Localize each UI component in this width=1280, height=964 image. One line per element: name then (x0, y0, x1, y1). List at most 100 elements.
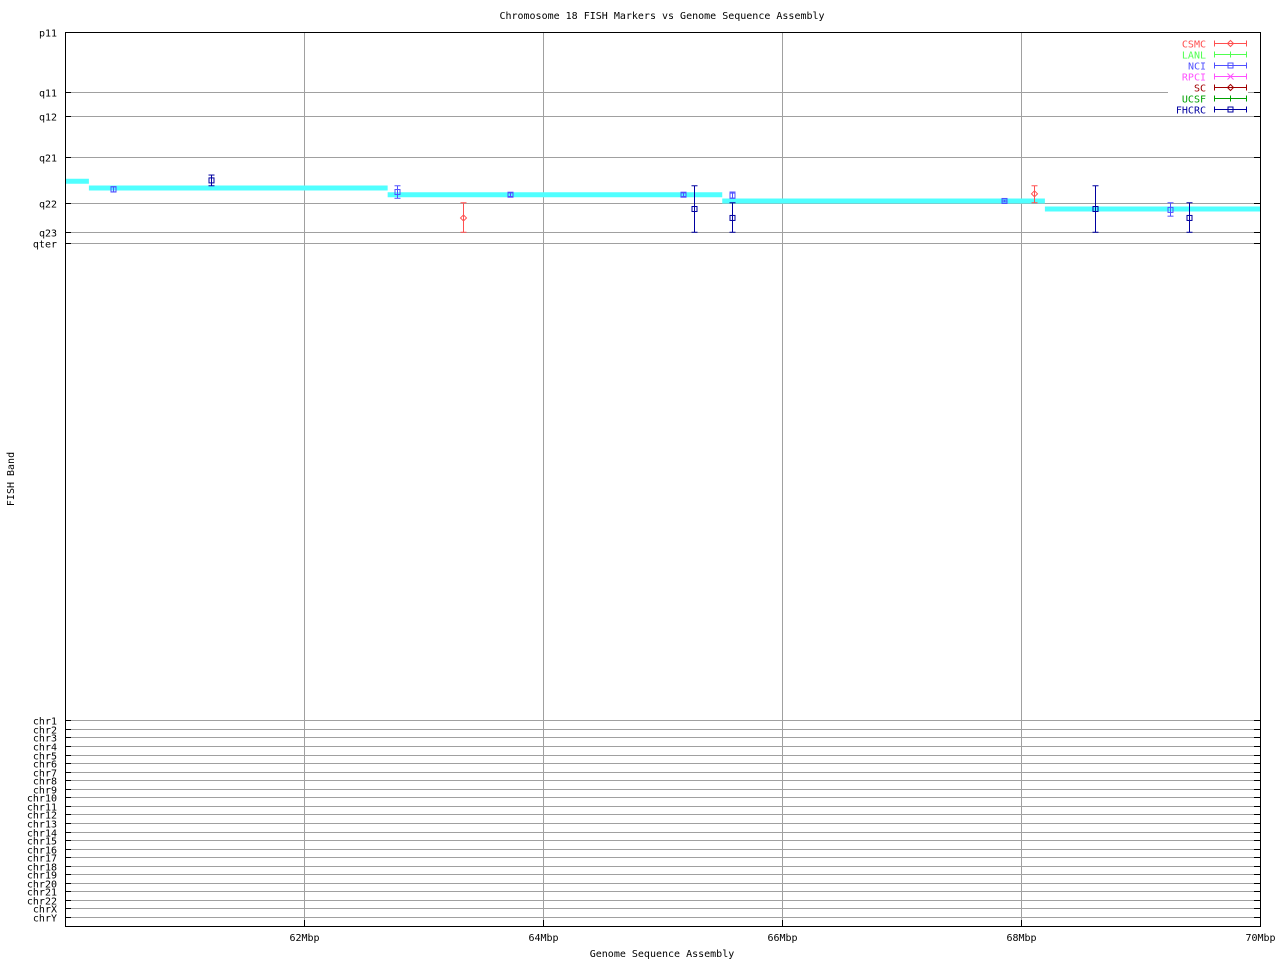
data-point-nci (1001, 197, 1008, 204)
legend-label: NCI (1188, 62, 1206, 73)
data-point-csmc (459, 202, 468, 233)
diamond-marker (459, 214, 468, 222)
y-tick-label: chr17 (27, 854, 57, 865)
legend-label: CSMC (1182, 40, 1206, 51)
data-point-nci (729, 191, 736, 199)
data-point-nci (394, 185, 401, 199)
legend-bg (1168, 60, 1248, 72)
legend-bg (1168, 93, 1248, 105)
y-tick-label: chr10 (27, 794, 57, 805)
y-tick-label: chr15 (27, 837, 57, 848)
square-marker (110, 186, 117, 193)
y-tick-label: chr16 (27, 846, 57, 857)
data-point-nci (110, 186, 117, 193)
legend-label: UCSF (1182, 95, 1206, 106)
x-tick-label: 66Mbp (767, 933, 797, 944)
square-marker (1186, 214, 1193, 221)
x-tick-label: 70Mbp (1245, 933, 1275, 944)
legend-item-fhcrc: FHCRC (1168, 104, 1248, 117)
y-tick-label: chr5 (33, 752, 57, 763)
square-marker (394, 189, 401, 196)
data-point-fhcrc (1186, 202, 1193, 233)
legend-item-rpci: RPCI (1168, 71, 1248, 84)
y-tick-label: chr13 (27, 820, 57, 831)
y-tick-label: chrY (33, 914, 57, 925)
data-point-fhcrc (208, 174, 215, 187)
square-marker (1227, 62, 1234, 69)
y-tick-label: chr8 (33, 777, 57, 788)
legend-item-lanl: LANL (1168, 49, 1248, 62)
diamond-marker (1226, 39, 1235, 48)
x-axis-label: Genome Sequence Assembly (590, 949, 735, 960)
cross-marker (1227, 73, 1234, 80)
data-point-csmc (1030, 185, 1039, 204)
y-tick-label: chrX (33, 905, 57, 916)
plot-marks (65, 174, 1260, 233)
y-tick-label: chr6 (33, 760, 57, 771)
x-tick-label: 64Mbp (528, 933, 558, 944)
legend-item-csmc: CSMC (1168, 38, 1248, 51)
square-marker (691, 206, 698, 213)
y-tick-label: chr18 (27, 863, 57, 874)
chart-title: Chromosome 18 FISH Markers vs Genome Seq… (499, 11, 824, 22)
y-axis-label: FISH Band (6, 452, 17, 506)
legend-label: FHCRC (1176, 106, 1206, 117)
data-point-fhcrc (691, 185, 698, 233)
y-tick-label: chr11 (27, 803, 57, 814)
data-point-fhcrc (729, 202, 736, 233)
y-tick-label: chr1 (33, 717, 57, 728)
y-tick-label: chr4 (33, 743, 57, 754)
legend-bg (1168, 49, 1248, 61)
y-tick-label: q12 (39, 113, 57, 124)
x-tick-label: 68Mbp (1006, 933, 1036, 944)
square-marker (1167, 206, 1174, 213)
y-tick-label: chr3 (33, 734, 57, 745)
y-tick-label: chr21 (27, 888, 57, 899)
y-tick-label: chr22 (27, 897, 57, 908)
legend-bg (1168, 38, 1248, 50)
legend-label: RPCI (1182, 73, 1206, 84)
y-tick-label: chr14 (27, 829, 57, 840)
data-point-nci (680, 191, 687, 198)
square-marker (1092, 206, 1099, 213)
data-point-nci (507, 191, 514, 198)
grid (65, 32, 1261, 926)
plus-marker (1227, 95, 1234, 102)
legend-bg (1168, 71, 1248, 83)
diamond-marker (1226, 83, 1235, 92)
y-tick-label: chr2 (33, 726, 57, 737)
plus-marker (1227, 51, 1234, 58)
y-tick-label: chr20 (27, 880, 57, 891)
square-marker (1227, 106, 1234, 113)
legend-bg (1168, 104, 1248, 116)
legend-item-ucsf: UCSF (1168, 93, 1248, 106)
square-marker (507, 191, 514, 198)
plot-border (65, 32, 1261, 927)
square-marker (1001, 197, 1008, 204)
data-point-fhcrc (1092, 185, 1099, 233)
axis-ticks: p11q11q12q21q22q23qterchr1chr2chr3chr4ch… (27, 29, 1276, 945)
y-tick-label: q11 (39, 89, 57, 100)
data-point-nci (1167, 202, 1174, 217)
x-tick-label: 62Mbp (289, 933, 319, 944)
legend-label: SC (1194, 84, 1206, 95)
y-tick-label: chr12 (27, 811, 57, 822)
y-tick-label: q21 (39, 154, 57, 165)
legend-label: LANL (1182, 51, 1206, 62)
legend-item-sc: SC (1168, 82, 1248, 95)
diamond-marker (1030, 190, 1039, 198)
square-marker (729, 214, 736, 221)
y-tick-label: chr7 (33, 769, 57, 780)
square-marker (208, 177, 215, 184)
y-tick-label: chr9 (33, 786, 57, 797)
legend-item-nci: NCI (1168, 60, 1248, 73)
square-marker (729, 192, 736, 199)
square-marker (680, 191, 687, 198)
y-tick-label: q23 (39, 229, 57, 240)
y-tick-label: qter (33, 240, 57, 251)
y-tick-label: chr19 (27, 871, 57, 882)
legend-bg (1168, 82, 1248, 94)
y-tick-label: q22 (39, 200, 57, 211)
